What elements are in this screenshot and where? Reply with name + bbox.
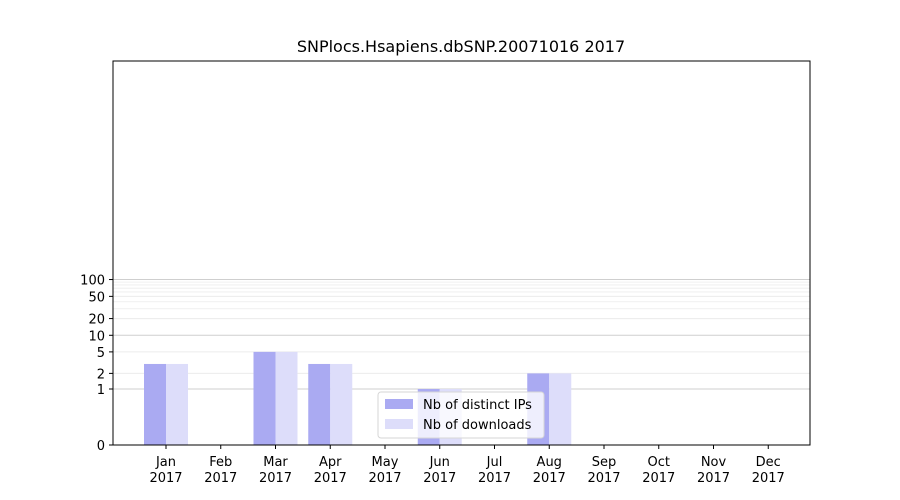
x-tick-label-year: 2017: [533, 471, 566, 486]
bar-downloads: [549, 373, 572, 445]
x-tick-label-year: 2017: [368, 471, 401, 486]
legend-swatch: [385, 399, 413, 409]
legend-swatch: [385, 419, 413, 429]
x-tick-label-month: May: [372, 455, 399, 470]
x-tick-label-month: Aug: [537, 455, 562, 470]
bar-distinct-ips: [144, 363, 166, 445]
x-tick-label-month: Jun: [429, 455, 450, 470]
bar-distinct-ips: [308, 363, 331, 445]
y-tick-label: 1: [97, 383, 105, 398]
x-tick-label-year: 2017: [314, 471, 347, 486]
x-tick-label-year: 2017: [697, 471, 730, 486]
x-tick-label-year: 2017: [642, 471, 675, 486]
x-tick-label-month: Nov: [701, 455, 727, 470]
x-tick-label-year: 2017: [478, 471, 511, 486]
x-tick-label-month: Sep: [592, 455, 617, 470]
bar-downloads: [330, 363, 353, 445]
bar-distinct-ips: [253, 351, 276, 445]
y-tick-label: 2: [97, 367, 105, 382]
x-tick-label-year: 2017: [587, 471, 620, 486]
x-tick-label-month: Oct: [648, 455, 670, 470]
x-tick-label-year: 2017: [149, 471, 182, 486]
legend-label: Nb of downloads: [423, 418, 532, 433]
y-tick-label: 0: [97, 439, 105, 454]
plot-frame: [112, 60, 811, 446]
grid-lines: [113, 279, 810, 446]
x-tick-label-year: 2017: [204, 471, 237, 486]
x-tick-label-month: Dec: [756, 455, 781, 470]
legend-label: Nb of distinct IPs: [423, 398, 532, 413]
x-axis: Jan2017Feb2017Mar2017Apr2017May2017Jun20…: [149, 445, 785, 486]
x-tick-label-month: Jan: [155, 455, 176, 470]
x-tick-label-month: Apr: [319, 455, 342, 470]
bar-downloads: [166, 363, 188, 445]
chart-title: SNPlocs.Hsapiens.dbSNP.20071016 2017: [297, 37, 625, 56]
legend-box: [377, 391, 545, 439]
y-tick-label: 10: [88, 329, 105, 344]
x-tick-label-year: 2017: [423, 471, 456, 486]
x-tick-label-year: 2017: [752, 471, 785, 486]
x-tick-label-month: Mar: [263, 455, 288, 470]
bar-downloads: [275, 351, 298, 445]
y-tick-label: 20: [88, 313, 105, 328]
x-tick-label-month: Jul: [486, 455, 503, 470]
legend: Nb of distinct IPs Nb of downloads: [377, 391, 545, 439]
x-tick-label-year: 2017: [259, 471, 292, 486]
y-tick-label: 100: [80, 274, 105, 289]
x-tick-label-month: Feb: [209, 455, 232, 470]
y-tick-label: 50: [88, 290, 105, 305]
y-tick-label: 5: [97, 346, 105, 361]
